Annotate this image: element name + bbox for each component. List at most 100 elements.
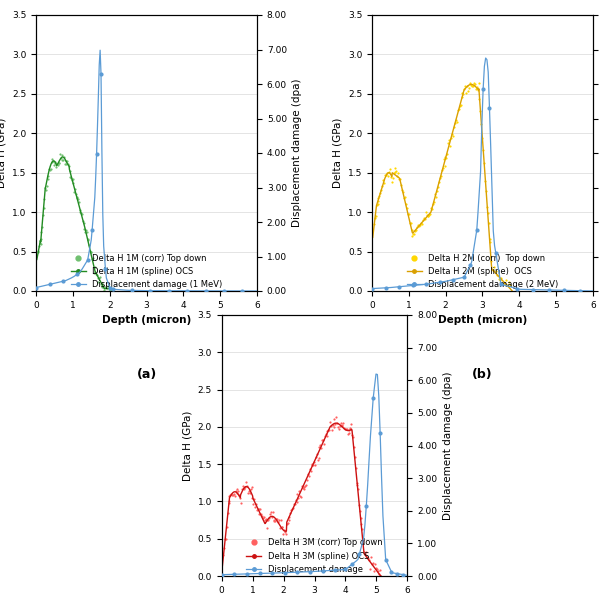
Point: [468, 81, 477, 91]
Point: [421, 207, 430, 217]
Point: [401, 200, 411, 209]
Point: [370, 559, 379, 568]
Point: [95, 272, 105, 281]
Point: [426, 203, 436, 212]
Point: [241, 482, 250, 492]
Point: [61, 157, 71, 166]
Point: [376, 185, 386, 195]
Point: [285, 508, 295, 518]
Point: [46, 164, 55, 173]
Point: [265, 509, 275, 519]
Point: [492, 271, 502, 280]
Point: [367, 560, 376, 569]
Point: [72, 193, 82, 202]
Point: [472, 82, 482, 92]
Point: [267, 512, 277, 522]
Point: [81, 226, 91, 235]
Point: [96, 279, 106, 289]
Point: [94, 274, 104, 283]
Point: [90, 267, 100, 277]
Point: [239, 485, 249, 494]
Point: [412, 223, 422, 232]
Point: [43, 174, 52, 184]
Point: [79, 224, 89, 233]
Point: [264, 513, 274, 523]
Point: [366, 553, 376, 562]
Point: [374, 569, 383, 579]
Point: [426, 209, 435, 219]
Point: [330, 419, 340, 428]
Point: [394, 169, 403, 178]
Point: [363, 554, 373, 563]
Point: [323, 425, 333, 434]
Point: [374, 191, 384, 200]
Point: [235, 493, 245, 503]
Point: [45, 164, 54, 174]
Point: [469, 78, 479, 88]
Point: [356, 514, 366, 523]
Point: [74, 197, 84, 207]
Point: [391, 166, 401, 176]
Point: [284, 515, 293, 524]
Point: [238, 481, 247, 491]
Point: [446, 133, 456, 143]
Point: [399, 193, 409, 203]
Point: [448, 131, 458, 141]
Point: [246, 484, 255, 493]
Point: [456, 100, 465, 110]
Point: [353, 480, 362, 490]
Point: [338, 418, 348, 427]
Point: [360, 550, 370, 559]
Point: [335, 422, 344, 431]
Point: [225, 496, 234, 505]
Point: [315, 442, 324, 452]
Point: [398, 188, 408, 197]
Point: [37, 222, 47, 232]
Point: [444, 138, 453, 148]
Point: [321, 431, 331, 440]
Point: [299, 485, 308, 494]
Point: [308, 460, 318, 470]
Point: [67, 175, 76, 185]
Point: [430, 189, 440, 199]
Point: [485, 235, 495, 244]
Point: [407, 225, 417, 235]
Point: [479, 145, 488, 154]
Point: [270, 515, 279, 525]
Point: [461, 82, 470, 91]
Point: [340, 424, 350, 434]
Point: [41, 185, 51, 195]
Point: [304, 472, 314, 481]
Point: [51, 157, 60, 167]
Point: [43, 172, 53, 181]
Point: [451, 115, 461, 124]
Point: [259, 512, 268, 522]
Point: [325, 417, 335, 427]
Point: [340, 423, 349, 433]
Point: [337, 421, 346, 430]
Point: [402, 203, 412, 212]
Point: [348, 433, 358, 442]
Point: [40, 183, 50, 193]
Point: [371, 563, 380, 573]
Point: [317, 443, 326, 453]
Point: [98, 282, 107, 292]
Point: [68, 174, 78, 184]
Point: [387, 177, 397, 187]
Point: [275, 523, 285, 533]
Point: [391, 167, 400, 177]
Point: [79, 218, 88, 228]
Point: [384, 167, 394, 177]
Point: [470, 79, 480, 89]
Point: [228, 490, 238, 500]
Point: [59, 152, 69, 162]
Point: [281, 529, 291, 539]
Point: [312, 449, 321, 458]
Point: [458, 88, 467, 98]
Point: [319, 440, 329, 449]
Point: [491, 266, 500, 276]
Point: [294, 487, 304, 496]
Point: [282, 519, 291, 529]
Point: [231, 487, 240, 496]
Point: [35, 236, 45, 246]
